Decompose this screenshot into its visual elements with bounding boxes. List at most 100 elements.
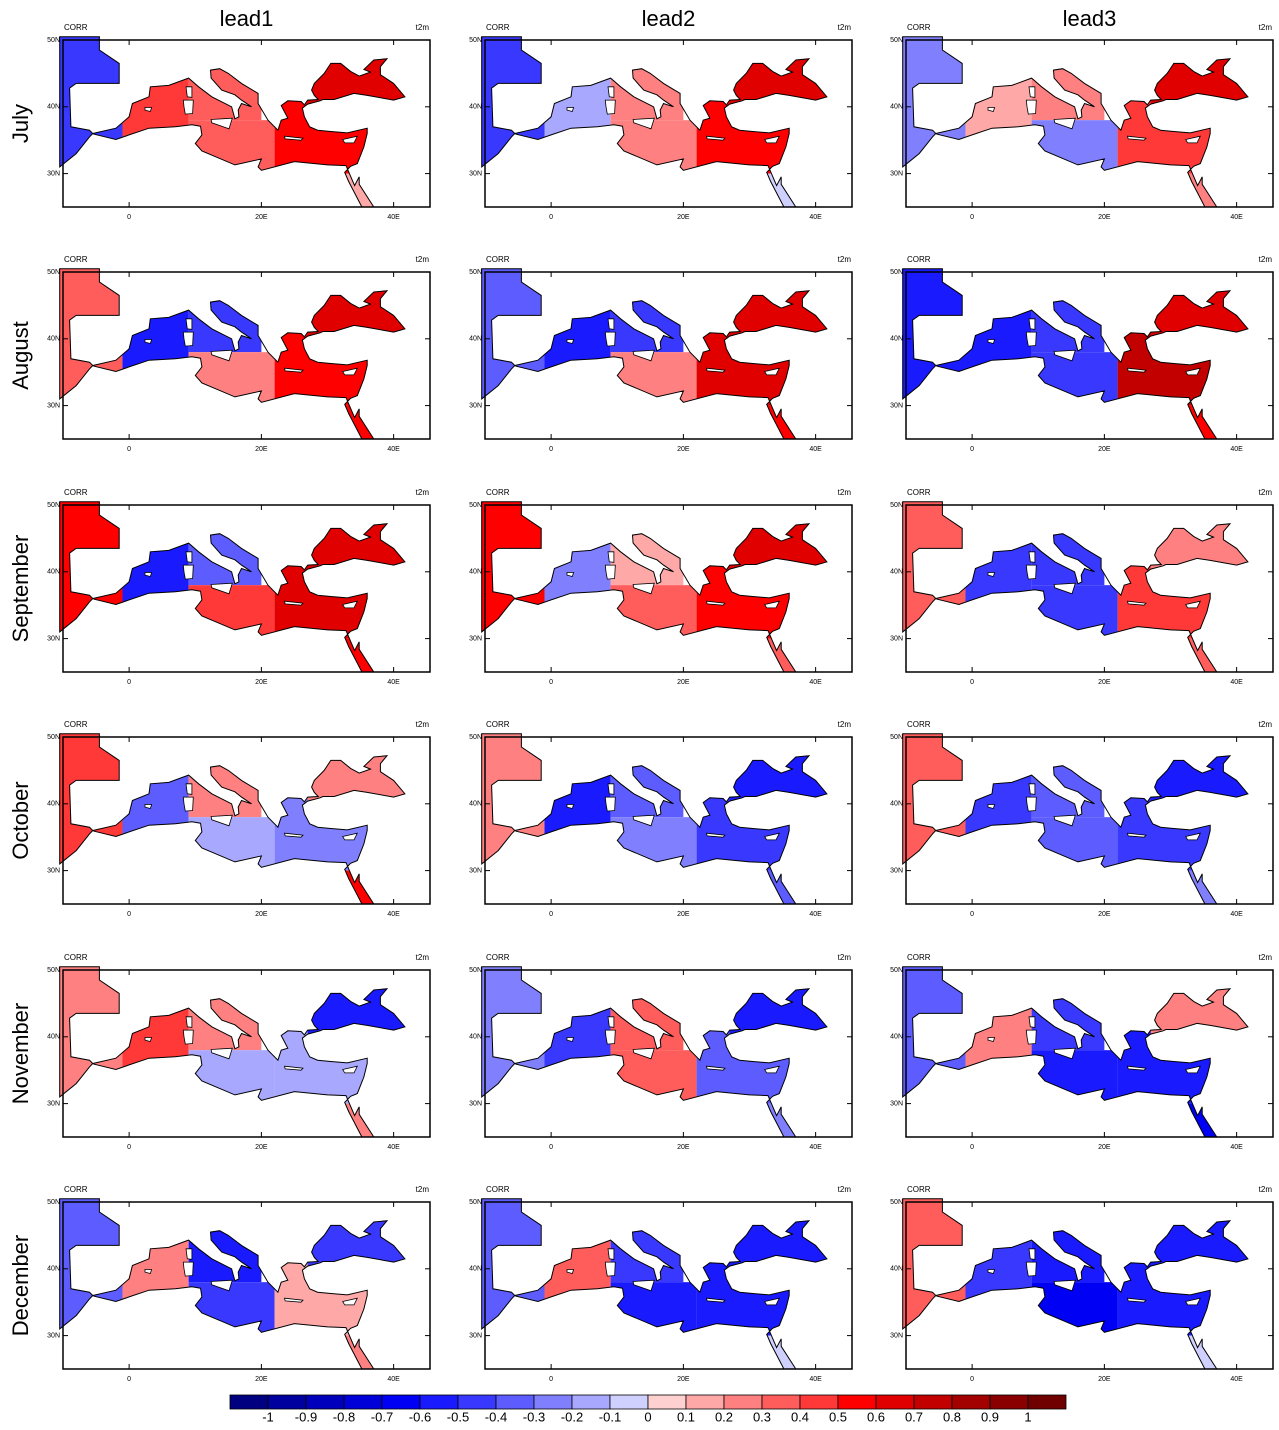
island — [186, 319, 192, 330]
lon-tick-label: 0 — [970, 1144, 974, 1151]
lat-tick-label: 40N — [47, 336, 60, 343]
map-panel: CORRt2m30N40N50N020E40E — [469, 23, 852, 221]
lat-tick-label: 30N — [469, 170, 482, 177]
lat-tick-label: 30N — [469, 867, 482, 874]
lat-tick-label: 40N — [47, 569, 60, 576]
lon-tick-label: 20E — [1098, 446, 1111, 453]
lon-tick-label: 0 — [127, 1144, 131, 1151]
colorbar-box — [420, 1395, 458, 1409]
map-panel: CORRt2m30N40N50N020E40E — [47, 255, 430, 453]
panel-left-label: CORR — [486, 23, 510, 32]
map-panel: CORRt2m30N40N50N020E40E — [47, 1185, 430, 1383]
lat-tick-label: 30N — [469, 635, 482, 642]
colorbar-label: -0.3 — [523, 1409, 545, 1424]
panel-right-label: t2m — [416, 23, 430, 32]
lon-tick-label: 40E — [809, 214, 822, 221]
lon-tick-label: 0 — [127, 911, 131, 918]
island — [1029, 87, 1035, 98]
lon-tick-label: 0 — [970, 1376, 974, 1383]
panel-right-label: t2m — [838, 23, 852, 32]
colorbar-label: -0.5 — [447, 1409, 469, 1424]
lon-tick-label: 40E — [809, 446, 822, 453]
panel-right-label: t2m — [838, 255, 852, 264]
lon-tick-label: 20E — [255, 1144, 268, 1151]
lat-tick-label: 30N — [47, 402, 60, 409]
colorbar-box — [990, 1395, 1028, 1409]
lon-tick-label: 20E — [1098, 1376, 1111, 1383]
lat-tick-label: 50N — [890, 502, 903, 509]
panel-right-label: t2m — [838, 488, 852, 497]
lon-tick-label: 20E — [255, 1376, 268, 1383]
lat-tick-label: 50N — [47, 734, 60, 741]
row-label: November — [8, 1003, 33, 1104]
lon-tick-label: 20E — [1098, 1144, 1111, 1151]
panel-right-label: t2m — [838, 720, 852, 729]
colorbar-label: 0.3 — [753, 1409, 771, 1424]
panel-left-label: CORR — [907, 720, 931, 729]
lon-tick-label: 0 — [970, 911, 974, 918]
colorbar-box — [686, 1395, 724, 1409]
island — [1029, 1249, 1035, 1260]
lon-tick-label: 40E — [1230, 1144, 1243, 1151]
lon-tick-label: 40E — [1230, 446, 1243, 453]
lon-tick-label: 20E — [677, 214, 690, 221]
island — [605, 332, 615, 346]
island — [186, 1017, 192, 1028]
lon-tick-label: 20E — [255, 911, 268, 918]
map-panel: CORRt2m30N40N50N020E40E — [47, 720, 430, 918]
panel-right-label: t2m — [1259, 488, 1273, 497]
colorbar-box — [344, 1395, 382, 1409]
lat-tick-label: 30N — [47, 1332, 60, 1339]
panel-left-label: CORR — [64, 255, 88, 264]
lon-tick-label: 0 — [549, 911, 553, 918]
lat-tick-label: 40N — [47, 104, 60, 111]
lat-tick-label: 30N — [47, 1100, 60, 1107]
island — [1026, 1030, 1036, 1044]
lat-tick-label: 40N — [890, 104, 903, 111]
lon-tick-label: 20E — [677, 1376, 690, 1383]
panel-left-label: CORR — [907, 255, 931, 264]
lat-tick-label: 40N — [47, 1034, 60, 1041]
lat-tick-label: 50N — [890, 734, 903, 741]
lat-tick-label: 40N — [890, 336, 903, 343]
map-panel: CORRt2m30N40N50N020E40E — [890, 1185, 1273, 1383]
colorbar-label: -1 — [262, 1409, 274, 1424]
colorbar-label: 0.9 — [981, 1409, 999, 1424]
map-panel: CORRt2m30N40N50N020E40E — [890, 953, 1273, 1151]
colorbar-box — [572, 1395, 610, 1409]
island — [183, 100, 193, 114]
island — [608, 552, 614, 563]
colorbar-box — [762, 1395, 800, 1409]
colorbar-label: 0.6 — [867, 1409, 885, 1424]
colorbar-box — [724, 1395, 762, 1409]
colorbar-label: -0.6 — [409, 1409, 431, 1424]
island — [183, 565, 193, 579]
panel-left-label: CORR — [486, 953, 510, 962]
lon-tick-label: 0 — [127, 214, 131, 221]
island — [183, 1262, 193, 1276]
lat-tick-label: 30N — [47, 170, 60, 177]
lon-tick-label: 0 — [127, 446, 131, 453]
island — [186, 1249, 192, 1260]
panel-right-label: t2m — [416, 953, 430, 962]
panel-left-label: CORR — [907, 23, 931, 32]
lat-tick-label: 50N — [47, 967, 60, 974]
lat-tick-label: 50N — [469, 967, 482, 974]
colorbar-label: -0.2 — [561, 1409, 583, 1424]
column-title: lead3 — [1063, 6, 1117, 31]
map-panel: CORRt2m30N40N50N020E40E — [469, 1185, 852, 1383]
row-label: October — [8, 781, 33, 859]
lat-tick-label: 40N — [890, 801, 903, 808]
panel-right-label: t2m — [1259, 1185, 1273, 1194]
lat-tick-label: 40N — [469, 1266, 482, 1273]
lon-tick-label: 20E — [255, 679, 268, 686]
island — [186, 552, 192, 563]
map-panel: CORRt2m30N40N50N020E40E — [890, 255, 1273, 453]
lon-tick-label: 0 — [549, 1376, 553, 1383]
colorbar-label: -0.8 — [333, 1409, 355, 1424]
lon-tick-label: 20E — [677, 1144, 690, 1151]
lon-tick-label: 20E — [677, 679, 690, 686]
